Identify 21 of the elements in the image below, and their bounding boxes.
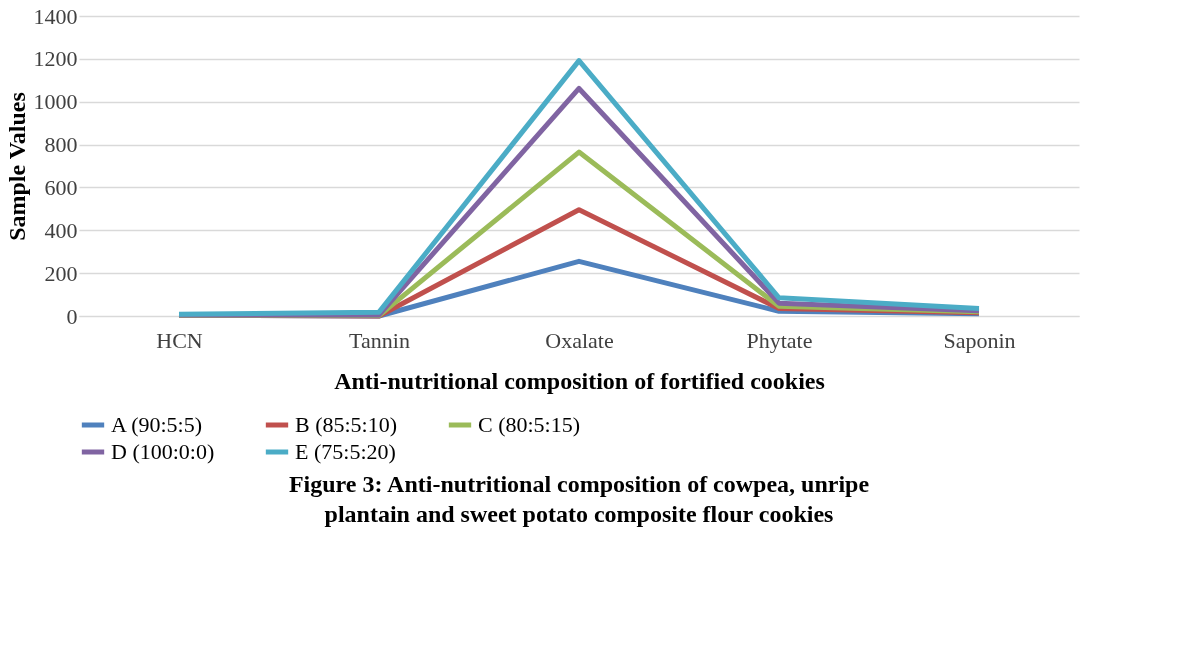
x-tick-label: Phytate xyxy=(746,327,813,353)
x-axis-title: Anti-nutritional composition of fortified cookies xyxy=(334,367,825,394)
x-tick-label: Tannin xyxy=(349,327,410,353)
y-axis-title: Sample Values xyxy=(3,92,30,241)
y-tick-label: 800 xyxy=(44,132,78,158)
x-tick-label: Saponin xyxy=(943,327,1016,353)
y-tick-label: 0 xyxy=(66,303,78,329)
y-tick-label: 400 xyxy=(44,217,78,243)
legend-label: C (80:5:15) xyxy=(478,412,581,437)
legend-label: D (100:0:0) xyxy=(111,439,215,464)
x-tick-label: Oxalate xyxy=(545,327,614,353)
legend-label: A (90:5:5) xyxy=(111,412,203,437)
legend-label: E (75:5:20) xyxy=(295,439,396,464)
y-tick-label: 600 xyxy=(44,174,78,200)
y-tick-label: 1400 xyxy=(33,3,78,29)
y-tick-label: 200 xyxy=(44,260,78,286)
y-tick-label: 1200 xyxy=(33,46,78,72)
text: Figure 3: Anti-nutritional composition of cowpea, unripe plantain and sweet potato composite flour cookies xyxy=(288,471,870,527)
y-tick-label: 1000 xyxy=(33,89,78,115)
x-tick-label: HCN xyxy=(156,327,203,353)
legend-label: B (85:5:10) xyxy=(295,412,398,437)
